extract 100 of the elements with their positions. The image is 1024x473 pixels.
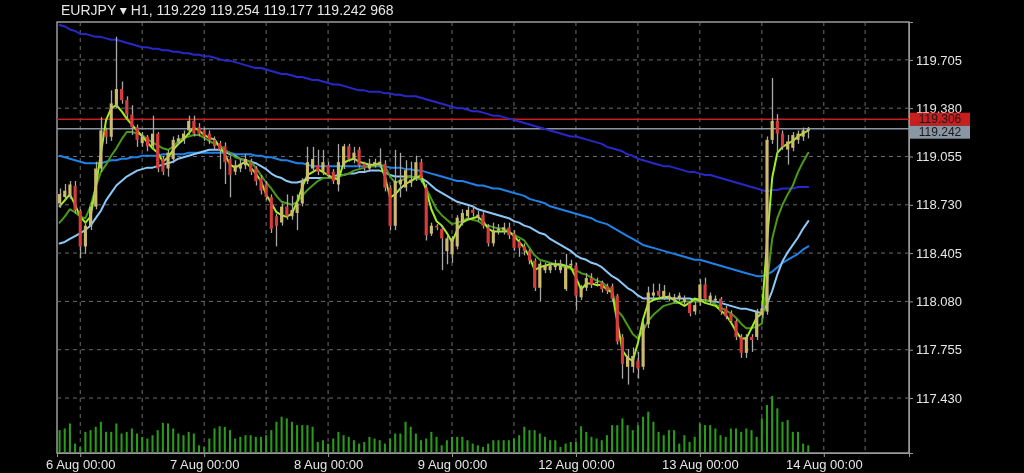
candlestick <box>409 161 413 188</box>
bar <box>378 440 381 452</box>
bar <box>667 430 670 452</box>
bar <box>724 436 727 452</box>
bar <box>239 436 242 452</box>
candlestick <box>280 202 284 227</box>
x-tick-label: 7 Aug 00:00 <box>169 457 240 473</box>
candlestick <box>739 333 743 359</box>
bar <box>564 443 567 452</box>
candlestick <box>114 36 118 109</box>
bar <box>136 433 139 452</box>
bar <box>631 430 634 452</box>
bar <box>146 438 149 452</box>
bar <box>234 438 237 452</box>
bar <box>673 430 676 452</box>
bar <box>68 423 71 452</box>
candlestick <box>316 149 320 176</box>
bar <box>802 443 805 452</box>
bar <box>327 443 330 452</box>
bar <box>399 433 402 452</box>
ref-line-label: 119.306 <box>918 112 962 127</box>
candlestick <box>311 146 315 173</box>
bar <box>662 435 665 452</box>
bar <box>755 436 758 452</box>
bar <box>125 431 128 452</box>
bar <box>698 423 701 452</box>
bar <box>678 443 681 452</box>
x-tick-label: 6 Aug 00:00 <box>46 457 116 473</box>
bar <box>115 423 118 452</box>
x-tick-label: 9 Aug 00:00 <box>417 457 488 473</box>
bar <box>203 446 206 452</box>
candlestick <box>770 77 774 145</box>
candlestick <box>786 134 790 166</box>
candlestick <box>775 113 779 157</box>
x-tick-label: 8 Aug 00:00 <box>293 457 364 473</box>
bar <box>580 426 583 452</box>
bar <box>368 436 371 452</box>
bar <box>600 440 603 452</box>
candlestick <box>290 195 294 221</box>
bar <box>99 421 102 452</box>
bar <box>394 433 397 452</box>
bar <box>445 440 448 452</box>
bar <box>450 436 454 452</box>
bar <box>492 440 495 452</box>
y-tick-label: 118.405 <box>916 245 963 261</box>
x-tick-label: 13 Aug 00:00 <box>662 457 739 473</box>
bar <box>218 426 221 452</box>
bar <box>487 443 490 452</box>
bar <box>435 436 438 452</box>
bar <box>729 428 732 452</box>
candlestick <box>300 177 304 207</box>
candlestick <box>383 159 387 193</box>
bar <box>543 436 546 452</box>
bar <box>471 443 474 452</box>
bar <box>683 435 686 452</box>
bar <box>693 436 696 452</box>
bar <box>94 426 97 452</box>
bar <box>166 423 170 452</box>
bar <box>177 433 180 452</box>
bar <box>130 428 133 452</box>
candlestick <box>512 229 516 252</box>
candlestick <box>703 276 707 303</box>
bar <box>404 421 407 452</box>
bar <box>420 440 423 452</box>
bar <box>611 425 614 452</box>
bar <box>791 431 794 452</box>
bar <box>569 441 572 452</box>
candlestick <box>259 174 263 196</box>
bar <box>151 435 154 452</box>
candlestick <box>491 221 495 248</box>
candlestick <box>135 123 139 148</box>
bar <box>141 436 144 452</box>
bar <box>342 435 345 452</box>
bar <box>621 418 624 452</box>
bar <box>296 425 299 452</box>
bar <box>213 428 216 452</box>
bar <box>518 435 521 452</box>
bar <box>223 426 226 452</box>
candlestick <box>440 226 444 271</box>
bar <box>554 440 557 452</box>
bar <box>605 435 608 452</box>
bar <box>265 435 268 452</box>
candlestick <box>698 278 702 307</box>
bar <box>249 435 252 452</box>
bar <box>259 436 262 452</box>
x-tick-label: 14 Aug 00:00 <box>785 457 863 473</box>
bar <box>373 438 376 452</box>
bar <box>714 428 717 452</box>
bar <box>285 418 288 452</box>
bar <box>461 436 464 452</box>
y-tick-label: 119.055 <box>916 149 963 165</box>
bar <box>161 422 164 452</box>
x-tick-label: 12 Aug 00:00 <box>538 457 615 473</box>
bar <box>765 404 769 452</box>
candlestick <box>734 318 738 341</box>
bar <box>192 433 195 452</box>
bar <box>280 416 283 452</box>
bar <box>709 425 712 452</box>
bar <box>616 425 619 452</box>
bar <box>574 441 577 452</box>
